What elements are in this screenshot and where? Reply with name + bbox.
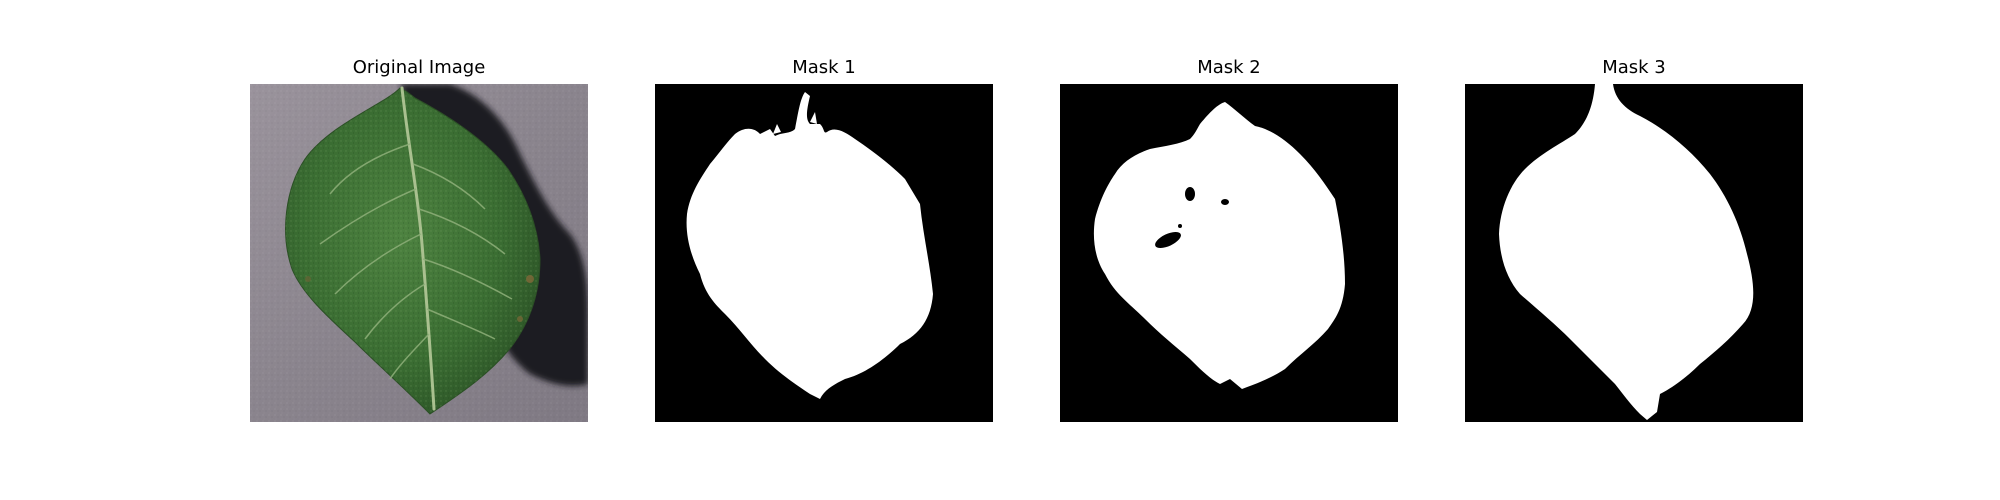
mask-3-panel: Mask 3 [1465,0,1803,500]
mask-2-title: Mask 2 [1197,57,1261,78]
mask-1-region [686,92,933,399]
original-leaf-photo [250,84,588,422]
mask-1-title: Mask 1 [792,57,856,78]
mask-1-image [655,84,993,422]
mask-3-title: Mask 3 [1602,57,1666,78]
mask-3-image [1465,84,1803,422]
original-image-panel: Original Image [250,0,588,500]
mask-2-panel: Mask 2 [1060,0,1398,500]
original-image-title: Original Image [352,57,486,78]
leaf-midrib [400,86,436,411]
mask-1-panel: Mask 1 [655,0,993,500]
mask-2-image [1060,84,1398,422]
mask-2-region [1093,102,1345,389]
leaf-side-veins [319,143,513,380]
mask-3-region [1499,84,1754,420]
